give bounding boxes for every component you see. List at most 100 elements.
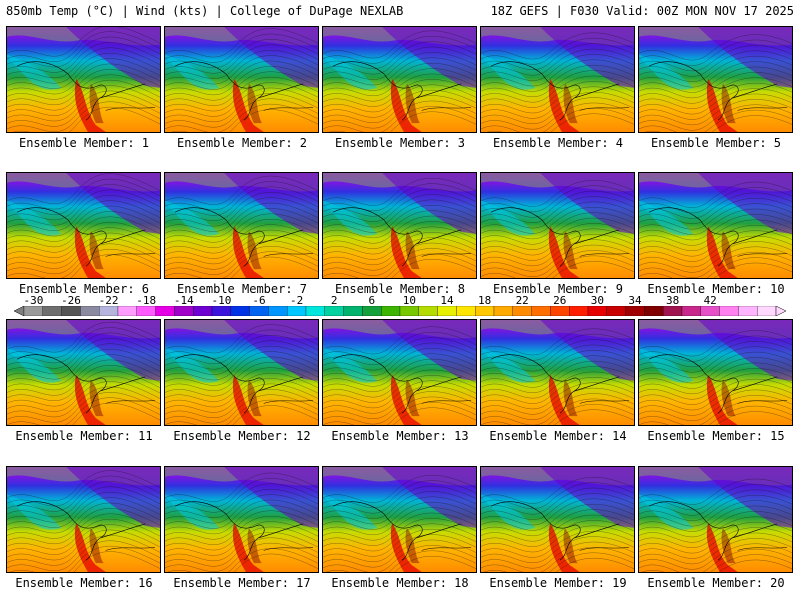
ensemble-member-map	[480, 26, 635, 133]
ensemble-member-label: Ensemble Member: 14	[489, 429, 627, 443]
ensemble-member-label: Ensemble Member: 6	[18, 282, 150, 296]
colorbar-tick-label: 2	[330, 294, 338, 307]
colorbar-swatch	[268, 306, 288, 316]
colorbar-tick-label: -26	[61, 294, 81, 307]
colorbar-tick-label: -18	[136, 294, 157, 307]
colorbar-swatch	[287, 306, 307, 316]
colorbar-swatch	[437, 306, 457, 316]
colorbar-tick-label: 30	[590, 294, 605, 307]
colorbar-tick-label: 34	[628, 294, 642, 307]
colorbar-swatch	[719, 306, 739, 316]
ensemble-member-map	[480, 319, 635, 426]
ensemble-member-map	[322, 466, 477, 573]
colorbar-swatch	[757, 306, 777, 316]
colorbar-swatch	[456, 306, 476, 316]
ensemble-member-label: Ensemble Member: 9	[492, 282, 624, 296]
ensemble-member-map	[322, 172, 477, 279]
colorbar-swatch	[418, 306, 438, 316]
colorbar-swatch	[99, 306, 119, 316]
ensemble-member-map	[164, 319, 319, 426]
ensemble-member-label: Ensemble Member: 1	[18, 136, 150, 150]
colorbar-tick-label: 42	[703, 294, 717, 307]
ensemble-member-label: Ensemble Member: 17	[173, 576, 311, 590]
colorbar-swatch	[80, 306, 100, 316]
colorbar-high-arrow	[775, 306, 786, 316]
ensemble-member-map	[638, 172, 793, 279]
ensemble-member-label: Ensemble Member: 8	[334, 282, 466, 296]
colorbar-swatch	[362, 306, 382, 316]
colorbar-swatch	[155, 306, 175, 316]
colorbar-swatch	[230, 306, 250, 316]
ensemble-member-map	[322, 26, 477, 133]
header-title: 850mb Temp (°C) | Wind (kts) | College o…	[6, 4, 404, 18]
ensemble-member-map	[164, 26, 319, 133]
ensemble-member-label: Ensemble Member: 12	[173, 429, 311, 443]
colorbar-swatch	[587, 306, 607, 316]
colorbar-swatch	[475, 306, 495, 316]
colorbar-swatch	[681, 306, 701, 316]
colorbar-swatch	[663, 306, 683, 316]
colorbar-swatch	[738, 306, 758, 316]
ensemble-member-label: Ensemble Member: 19	[489, 576, 627, 590]
ensemble-member-map	[480, 466, 635, 573]
colorbar-tick-label: 6	[368, 294, 376, 307]
ensemble-member-map	[638, 26, 793, 133]
colorbar-tick-label: 14	[440, 294, 454, 307]
colorbar-swatch	[42, 306, 62, 316]
colorbar-swatch	[531, 306, 551, 316]
ensemble-member-map	[638, 319, 793, 426]
colorbar-low-arrow	[14, 306, 25, 316]
ensemble-member-map	[6, 466, 161, 573]
ensemble-member-label: Ensemble Member: 20	[647, 576, 785, 590]
colorbar-swatch	[644, 306, 664, 316]
colorbar-swatch	[550, 306, 570, 316]
ensemble-member-label: Ensemble Member: 4	[492, 136, 624, 150]
colorbar-tick-label: -14	[173, 294, 194, 307]
colorbar-tick-label: -22	[98, 294, 119, 307]
colorbar-tick-label: -10	[211, 294, 232, 307]
ensemble-member-map	[164, 172, 319, 279]
colorbar-swatch	[117, 306, 137, 316]
colorbar-tick-label: 22	[515, 294, 529, 307]
colorbar-swatch	[512, 306, 532, 316]
colorbar-swatch	[700, 306, 720, 316]
colorbar-swatch	[305, 306, 325, 316]
ensemble-member-map	[480, 172, 635, 279]
colorbar-tick-label: -6	[252, 294, 266, 307]
ensemble-member-map	[6, 319, 161, 426]
ensemble-member-label: Ensemble Member: 2	[176, 136, 308, 150]
colorbar-swatch	[211, 306, 231, 316]
colorbar-swatch	[343, 306, 363, 316]
colorbar-swatch	[606, 306, 626, 316]
ensemble-member-map	[6, 172, 161, 279]
colorbar-tick-label: 38	[665, 294, 680, 307]
ensemble-member-map	[638, 466, 793, 573]
ensemble-member-label: Ensemble Member: 13	[331, 429, 469, 443]
ensemble-member-label: Ensemble Member: 10	[647, 282, 785, 296]
colorbar-swatch	[174, 306, 194, 316]
colorbar-tick-label: 26	[553, 294, 567, 307]
colorbar-swatch	[625, 306, 645, 316]
colorbar-swatch	[23, 306, 43, 316]
colorbar-swatch	[399, 306, 419, 316]
colorbar-swatch	[324, 306, 344, 316]
ensemble-member-label: Ensemble Member: 3	[334, 136, 466, 150]
colorbar-tick-label: -2	[289, 294, 304, 307]
ensemble-member-map	[164, 466, 319, 573]
ensemble-member-label: Ensemble Member: 11	[15, 429, 153, 443]
ensemble-member-label: Ensemble Member: 15	[647, 429, 785, 443]
colorbar-swatch	[136, 306, 156, 316]
colorbar-tick-label: 18	[477, 294, 492, 307]
colorbar-swatch	[61, 306, 81, 316]
ensemble-member-map	[322, 319, 477, 426]
ensemble-member-label: Ensemble Member: 18	[331, 576, 469, 590]
colorbar-swatch	[249, 306, 269, 316]
colorbar-tick-label: -30	[23, 294, 44, 307]
colorbar-swatch	[493, 306, 513, 316]
colorbar-tick-label: 10	[402, 294, 417, 307]
temperature-colorbar	[14, 306, 786, 316]
colorbar-swatch	[381, 306, 401, 316]
ensemble-member-label: Ensemble Member: 16	[15, 576, 153, 590]
ensemble-member-label: Ensemble Member: 7	[176, 282, 308, 296]
ensemble-member-label: Ensemble Member: 5	[650, 136, 782, 150]
